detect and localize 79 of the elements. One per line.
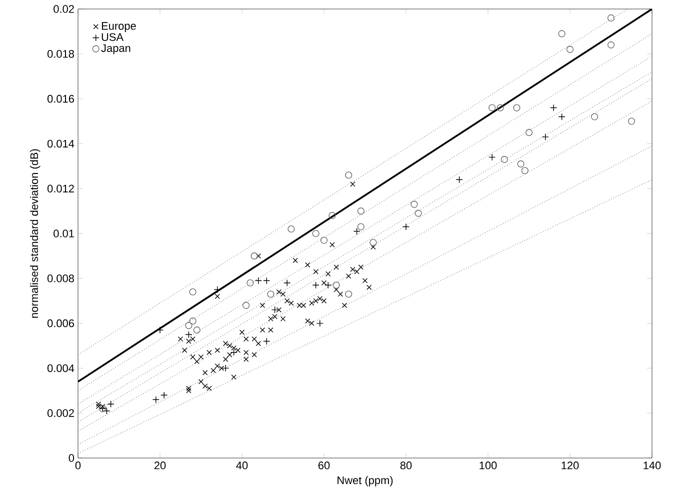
point [402, 223, 410, 230]
point [230, 348, 238, 356]
point [320, 236, 328, 244]
point [324, 282, 332, 289]
point [525, 128, 533, 136]
x-tick-label: 100 [480, 462, 497, 470]
point [103, 407, 110, 414]
y-tick-label: 0.01 [54, 230, 74, 238]
y-tick-label: 0.016 [47, 94, 74, 103]
y-tick-label: 0.008 [47, 274, 74, 282]
y-tick-label: 0.002 [47, 409, 74, 417]
point [414, 210, 422, 217]
point [246, 279, 254, 286]
x-tick-label: 60 [318, 462, 330, 470]
point [316, 320, 324, 327]
point [263, 338, 270, 345]
point [410, 200, 418, 208]
point [152, 396, 160, 404]
point [558, 113, 566, 120]
y-axis-title: normalised standard deviation (dB) [30, 149, 40, 318]
point [357, 223, 364, 230]
point [312, 230, 320, 238]
x-tick-label: 120 [562, 462, 579, 470]
x-tick-label: 20 [154, 462, 166, 470]
point [345, 172, 352, 179]
point [566, 46, 574, 53]
point [550, 104, 558, 112]
y-tick-label: 0.014 [47, 140, 74, 148]
point [332, 282, 340, 289]
point [591, 113, 598, 120]
y-tick-label: 0.012 [47, 184, 74, 192]
point [250, 252, 258, 260]
point [254, 277, 262, 284]
point [193, 326, 200, 334]
point [628, 118, 636, 125]
y-tick-label: 0.006 [47, 319, 74, 328]
point [496, 104, 504, 112]
point [542, 133, 549, 140]
point [284, 279, 291, 286]
point [521, 167, 528, 174]
x-tick-label: 80 [400, 462, 412, 470]
point [267, 290, 274, 298]
point [189, 318, 196, 325]
point [370, 238, 377, 246]
legend-label: Japan [101, 44, 130, 54]
y-tick-label: 0 [68, 454, 74, 462]
point [328, 212, 336, 220]
legend-label: Europe [102, 22, 136, 32]
point [185, 330, 192, 338]
point [185, 322, 192, 330]
point [160, 392, 168, 399]
legend-label: USA [102, 33, 124, 41]
point [107, 400, 114, 408]
point [345, 290, 352, 298]
point [263, 277, 270, 284]
point [353, 228, 360, 235]
point [456, 176, 463, 184]
x-tick-label: 140 [644, 462, 661, 470]
point [288, 225, 295, 233]
point [312, 282, 320, 289]
x-axis-title: Nwet (ppm) [338, 476, 393, 486]
y-tick-label: 0.02 [54, 5, 74, 13]
point [607, 41, 615, 48]
point [488, 104, 496, 112]
point [517, 160, 524, 168]
point [500, 156, 508, 163]
point [242, 302, 250, 309]
point [222, 364, 230, 372]
y-tick-label: 0.004 [47, 364, 74, 372]
point [488, 154, 496, 161]
x-tick-label: 0 [75, 462, 81, 470]
x-tick-label: 40 [236, 462, 248, 470]
point [271, 306, 278, 314]
point [607, 14, 615, 22]
point [558, 30, 566, 38]
y-tick-label: 0.018 [47, 50, 74, 58]
point [189, 288, 196, 296]
point [357, 208, 364, 215]
point [513, 104, 520, 112]
